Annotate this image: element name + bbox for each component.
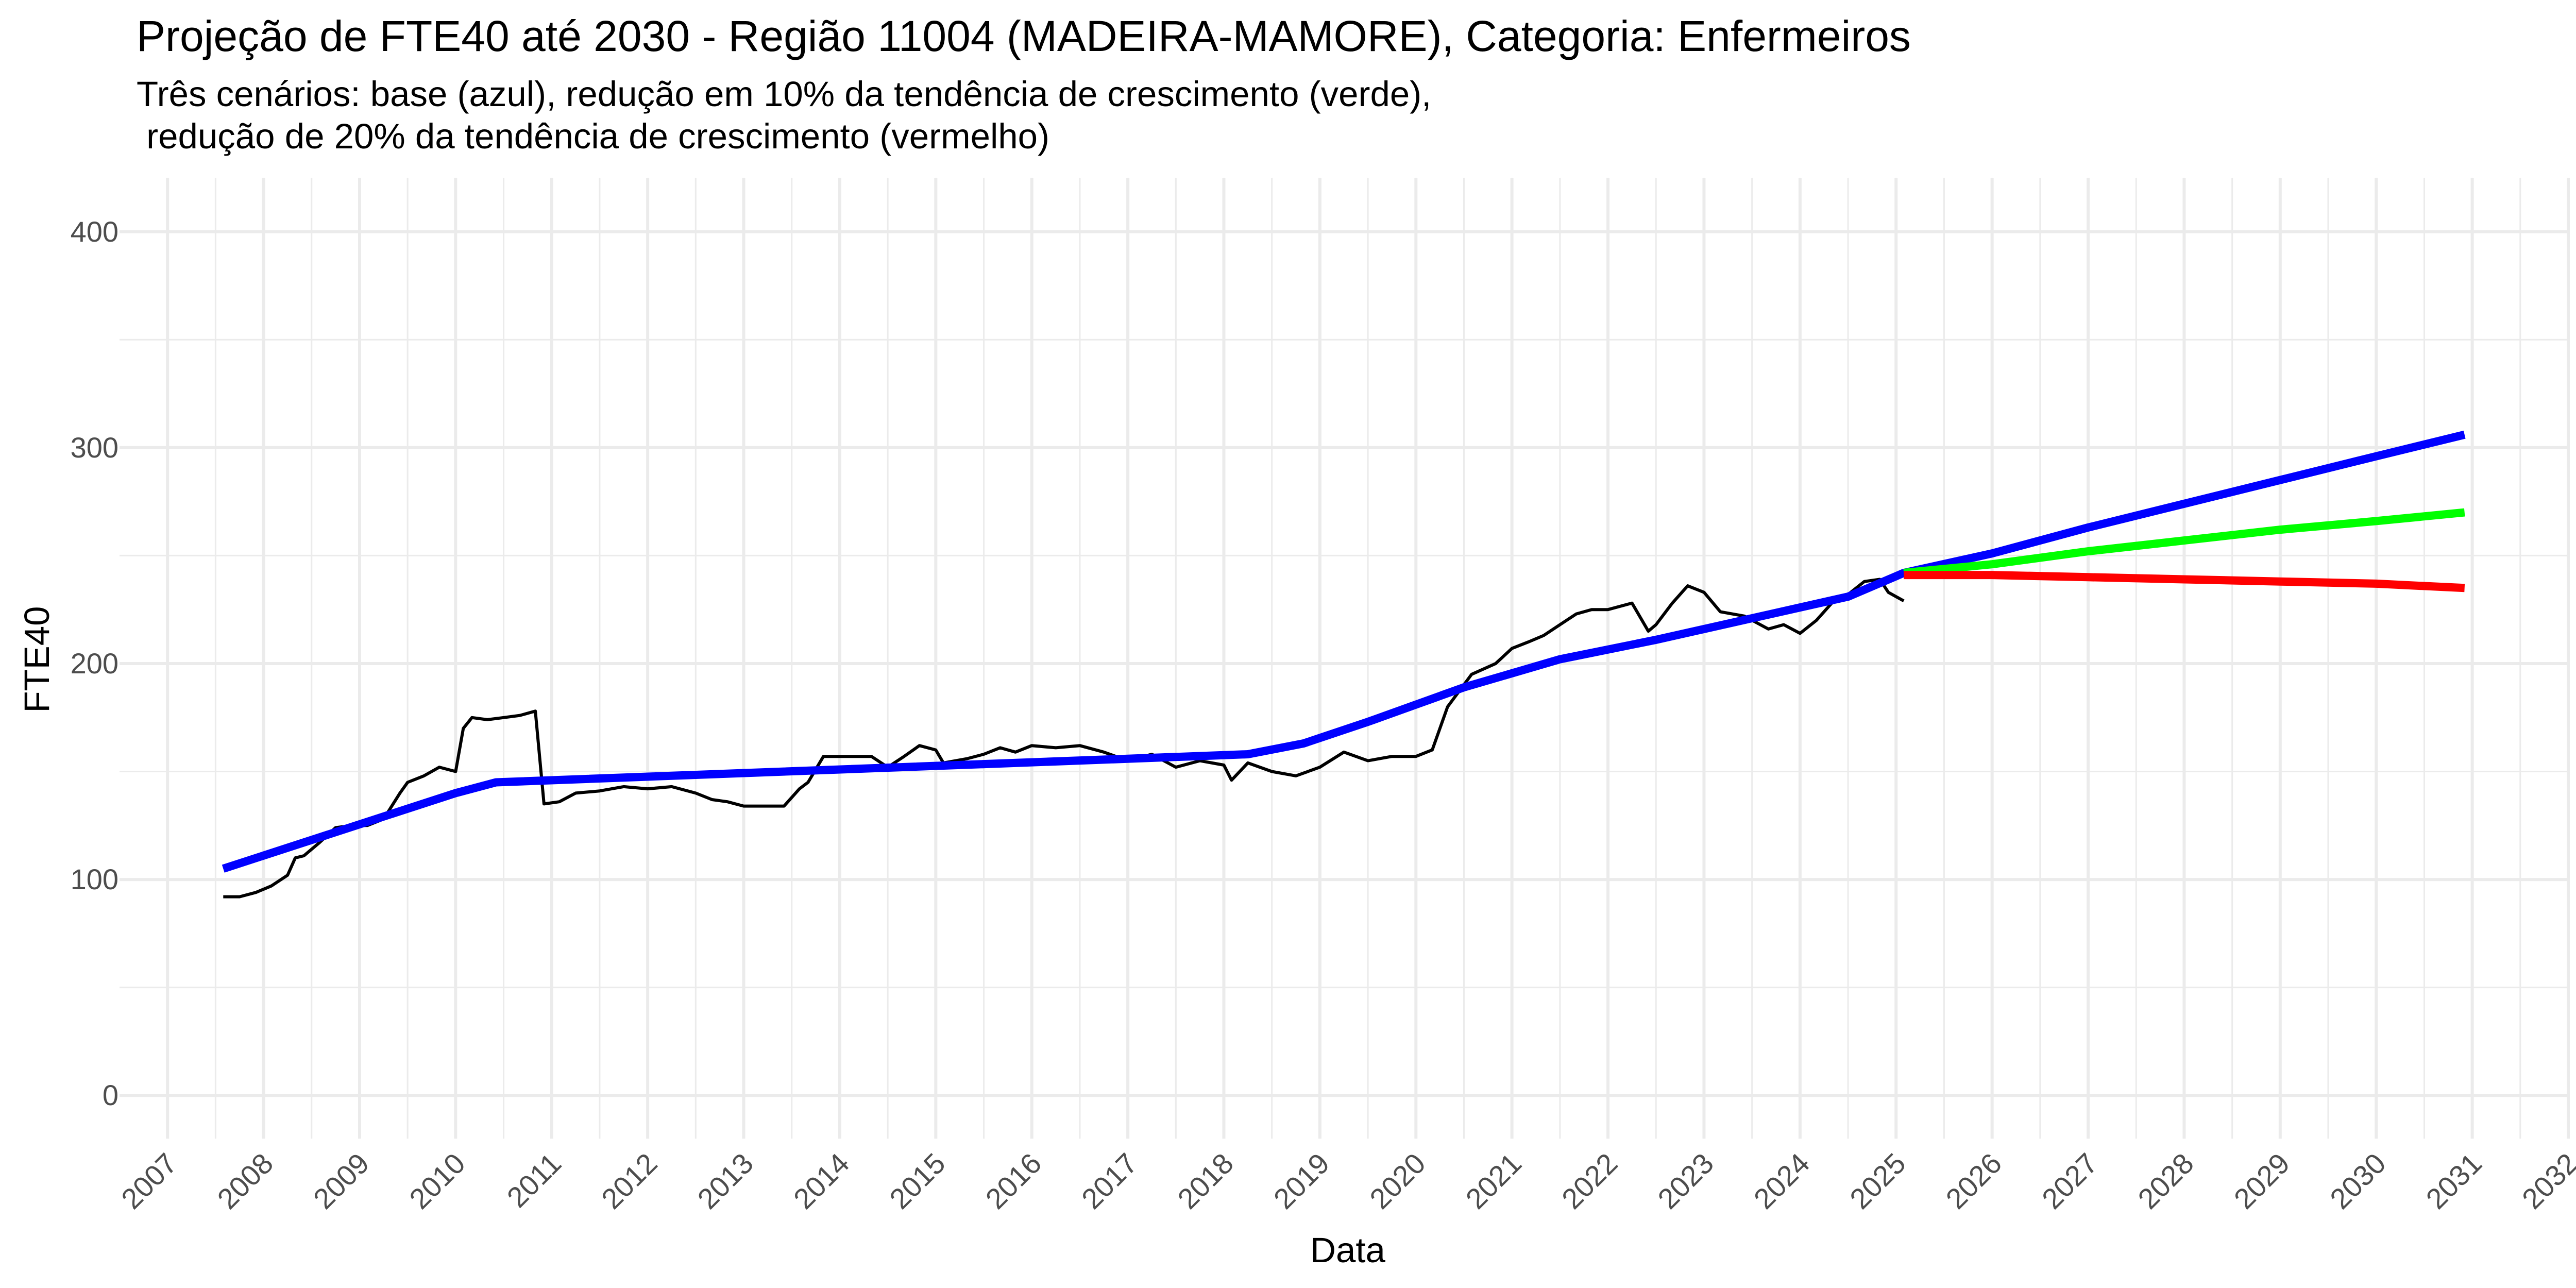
x-tick-label: 2030 bbox=[2324, 1147, 2392, 1215]
y-axis-ticks: 0 100 200 300 400 bbox=[71, 215, 118, 1111]
x-tick-label: 2032 bbox=[2516, 1147, 2576, 1215]
y-tick-label: 100 bbox=[71, 863, 118, 895]
x-tick-label: 2022 bbox=[1555, 1147, 1624, 1215]
x-tick-label: 2027 bbox=[2036, 1147, 2104, 1215]
grid-lines bbox=[120, 178, 2570, 1139]
x-tick-label: 2031 bbox=[2419, 1147, 2488, 1215]
x-tick-label: 2012 bbox=[595, 1147, 664, 1215]
x-tick-label: 2024 bbox=[1748, 1147, 1816, 1215]
x-tick-label: 2019 bbox=[1267, 1147, 1336, 1215]
chart-title: Projeção de FTE40 até 2030 - Região 1100… bbox=[137, 12, 1911, 60]
y-tick-label: 200 bbox=[71, 647, 118, 680]
x-axis-ticks: 2007 2008 2009 2010 2011 2012 2013 2014 2015 2016… bbox=[115, 1147, 2576, 1215]
x-tick-label: 2013 bbox=[691, 1147, 759, 1215]
x-tick-label: 2025 bbox=[1843, 1147, 1912, 1215]
x-tick-label: 2020 bbox=[1363, 1147, 1432, 1215]
x-tick-label: 2023 bbox=[1651, 1147, 1720, 1215]
x-tick-label: 2026 bbox=[1939, 1147, 2008, 1215]
series-line-1 bbox=[223, 578, 1905, 899]
x-tick-label: 2028 bbox=[2131, 1147, 2200, 1215]
y-axis-title: FTE40 bbox=[17, 606, 57, 713]
series-line-4 bbox=[1904, 571, 2465, 592]
series-layer bbox=[222, 430, 2466, 899]
x-tick-label: 2014 bbox=[787, 1147, 856, 1215]
x-tick-label: 2018 bbox=[1171, 1147, 1240, 1215]
x-tick-label: 2029 bbox=[2228, 1147, 2296, 1215]
x-tick-label: 2017 bbox=[1075, 1147, 1144, 1215]
x-tick-label: 2009 bbox=[307, 1147, 376, 1215]
chart-subtitle: Três cenários: base (azul), redução em 1… bbox=[137, 74, 1432, 156]
x-tick-label: 2015 bbox=[883, 1147, 952, 1215]
x-axis-title: Data bbox=[1310, 1230, 1385, 1270]
x-tick-label: 2011 bbox=[501, 1147, 568, 1214]
series-line-3 bbox=[1903, 508, 2465, 577]
y-tick-label: 300 bbox=[71, 431, 118, 464]
y-tick-label: 0 bbox=[103, 1079, 118, 1111]
y-tick-label: 400 bbox=[71, 215, 118, 248]
x-tick-label: 2016 bbox=[979, 1147, 1048, 1215]
x-tick-label: 2021 bbox=[1460, 1147, 1528, 1215]
series-line-2 bbox=[222, 430, 2466, 873]
x-tick-label: 2010 bbox=[403, 1147, 471, 1215]
x-tick-label: 2008 bbox=[211, 1147, 279, 1215]
x-tick-label: 2007 bbox=[115, 1147, 183, 1215]
